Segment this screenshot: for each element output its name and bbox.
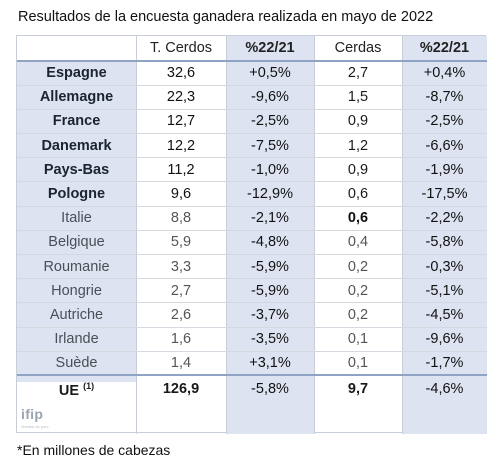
pigs-pct-cell: -9,6%	[226, 84, 314, 110]
footnote: *En millones de cabezas	[17, 442, 171, 458]
pigs-cell: 2,6	[136, 302, 226, 328]
sows-pct-cell: -2,5%	[402, 108, 487, 134]
country-cell: Irlande	[17, 326, 136, 352]
pigs-pct-cell: +3,1%	[226, 350, 314, 376]
country-cell: Danemark	[17, 133, 136, 158]
header-country	[17, 36, 136, 61]
total-note: (1)	[83, 381, 95, 392]
sows-pct-cell: -17,5%	[402, 181, 487, 207]
sows-pct-cell: -1,9%	[402, 157, 487, 182]
total-pigs-cell: 126,9	[136, 374, 226, 421]
header-row: T. Cerdos %22/21 Cerdas %22/21	[17, 36, 487, 61]
table-row: Allemagne 22,3 -9,6% 1,5 -8,7%	[17, 84, 487, 110]
ifip-logo: ifip	[21, 406, 44, 422]
pigs-cell: 2,7	[136, 278, 226, 303]
table-row: Belgique 5,9 -4,8% 0,4 -5,8%	[17, 229, 487, 255]
pigs-cell: 12,7	[136, 108, 226, 134]
sows-pct-cell: -9,6%	[402, 326, 487, 352]
sows-pct-cell: +0,4%	[402, 59, 487, 86]
total-country-cell: UE (1)	[17, 374, 136, 421]
sows-cell: 0,1	[314, 350, 402, 376]
sows-pct-cell: -5,8%	[402, 229, 487, 255]
sows-cell: 2,7	[314, 59, 402, 86]
sows-cell: 0,6	[314, 205, 402, 231]
country-cell: France	[17, 108, 136, 134]
pigs-cell: 5,9	[136, 229, 226, 255]
pigs-pct-cell: -3,5%	[226, 326, 314, 352]
sows-cell: 1,2	[314, 133, 402, 158]
sows-cell: 0,2	[314, 278, 402, 303]
pigs-cell: 8,8	[136, 205, 226, 231]
pigs-pct-cell: -2,1%	[226, 205, 314, 231]
header-pigs-pct: %22/21	[245, 40, 295, 56]
sows-cell: 0,1	[314, 326, 402, 352]
sows-cell: 0,9	[314, 157, 402, 182]
total-label: UE	[58, 383, 80, 400]
pigs-pct-cell: -12,9%	[226, 181, 314, 207]
page-title: Resultados de la encuesta ganadera reali…	[18, 9, 434, 25]
pigs-cell: 32,6	[136, 59, 226, 86]
pigs-pct-cell: -5,9%	[226, 253, 314, 279]
country-cell: Allemagne	[17, 84, 136, 110]
pigs-cell: 1,6	[136, 326, 226, 352]
country-cell: Roumanie	[17, 253, 136, 279]
pigs-pct-cell: -3,7%	[226, 302, 314, 328]
country-cell: Hongrie	[17, 278, 136, 303]
pigs-cell: 11,2	[136, 157, 226, 182]
pigs-pct-cell: -4,8%	[226, 229, 314, 255]
table-row: Roumanie 3,3 -5,9% 0,2 -0,3%	[17, 253, 487, 279]
logo-tagline: l'institut du porc	[21, 424, 49, 429]
pigs-pct-cell: -5,9%	[226, 278, 314, 303]
table-row: Autriche 2,6 -3,7% 0,2 -4,5%	[17, 302, 487, 328]
country-cell: Espagne	[17, 59, 136, 86]
sows-cell: 0,9	[314, 108, 402, 134]
sows-cell: 0,6	[314, 181, 402, 207]
total-sows-pct-cell: -4,6%	[402, 374, 487, 421]
livestock-table: T. Cerdos %22/21 Cerdas %22/21 Espagne 32…	[16, 35, 487, 434]
pigs-pct-cell: -7,5%	[226, 133, 314, 158]
country-cell: Belgique	[17, 229, 136, 255]
table-row: Hongrie 2,7 -5,9% 0,2 -5,1%	[17, 278, 487, 303]
country-cell: Italie	[17, 205, 136, 231]
pigs-pct-cell: -2,5%	[226, 108, 314, 134]
pigs-cell: 12,2	[136, 133, 226, 158]
sows-cell: 0,2	[314, 302, 402, 328]
table-row: Pologne 9,6 -12,9% 0,6 -17,5%	[17, 181, 487, 207]
country-cell: Suède	[17, 350, 136, 376]
table-row: France 12,7 -2,5% 0,9 -2,5%	[17, 108, 487, 134]
sows-pct-cell: -4,5%	[402, 302, 487, 328]
sows-pct-cell: -6,6%	[402, 133, 487, 158]
sows-pct-cell: -2,2%	[402, 205, 487, 231]
header-pigs: T. Cerdos	[149, 40, 213, 56]
pigs-cell: 22,3	[136, 84, 226, 110]
table-row: Suède 1,4 +3,1% 0,1 -1,7%	[17, 350, 487, 376]
table-row: Pays-Bas 11,2 -1,0% 0,9 -1,9%	[17, 157, 487, 182]
sows-pct-cell: -8,7%	[402, 84, 487, 110]
pigs-pct-cell: +0,5%	[226, 59, 314, 86]
country-cell: Autriche	[17, 302, 136, 328]
country-cell: Pays-Bas	[17, 157, 136, 182]
sows-pct-cell: -1,7%	[402, 350, 487, 376]
sows-cell: 0,4	[314, 229, 402, 255]
total-pigs-pct-cell: -5,8%	[226, 374, 314, 421]
table-row: Irlande 1,6 -3,5% 0,1 -9,6%	[17, 326, 487, 352]
header-sows-pct: %22/21	[419, 40, 470, 56]
sows-pct-cell: -5,1%	[402, 278, 487, 303]
pigs-cell: 3,3	[136, 253, 226, 279]
country-cell: Pologne	[17, 181, 136, 207]
pigs-pct-cell: -1,0%	[226, 157, 314, 182]
table-row: Espagne 32,6 +0,5% 2,7 +0,4%	[17, 59, 487, 86]
total-sows-cell: 9,7	[314, 374, 402, 421]
table-row: Danemark 12,2 -7,5% 1,2 -6,6%	[17, 133, 487, 158]
pigs-cell: 9,6	[136, 181, 226, 207]
sows-cell: 1,5	[314, 84, 402, 110]
table-row: Italie 8,8 -2,1% 0,6 -2,2%	[17, 205, 487, 231]
header-sows: Cerdas	[334, 40, 382, 56]
sows-cell: 0,2	[314, 253, 402, 279]
data-table: T. Cerdos %22/21 Cerdas %22/21 Espagne 32…	[17, 36, 487, 421]
total-row: UE (1) 126,9 -5,8% 9,7 -4,6%	[17, 374, 487, 421]
sows-pct-cell: -0,3%	[402, 253, 487, 279]
pigs-cell: 1,4	[136, 350, 226, 376]
